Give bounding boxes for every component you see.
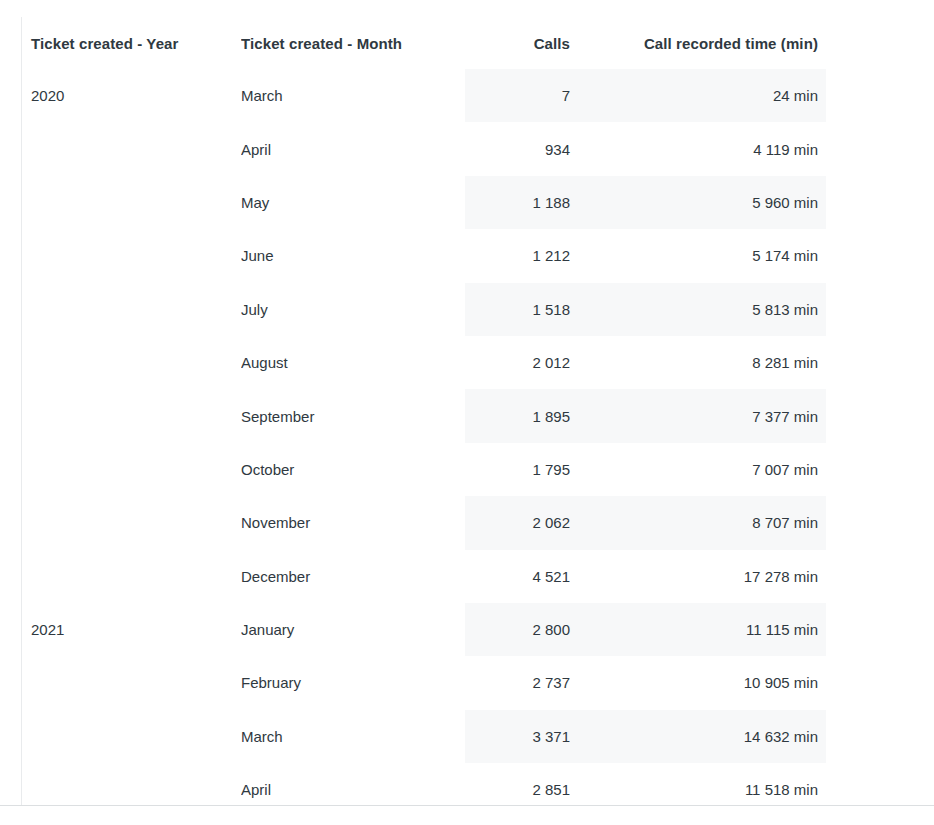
cell-recorded-time: 5 813 min [580, 283, 826, 336]
cell-year [22, 229, 241, 282]
panel-bottom-divider [0, 805, 934, 806]
cell-year [22, 710, 241, 763]
table-body: 2020March724 minApril9344 119 minMay1 18… [22, 69, 826, 805]
cell-calls: 1 212 [465, 229, 580, 282]
cell-recorded-time: 8 281 min [580, 336, 826, 389]
cell-calls: 1 895 [465, 389, 580, 442]
column-header-year: Ticket created - Year [22, 17, 241, 69]
cell-calls: 2 062 [465, 496, 580, 549]
table-row: 2020March724 min [22, 69, 826, 122]
table-row: December4 52117 278 min [22, 550, 826, 603]
table-row: August2 0128 281 min [22, 336, 826, 389]
cell-recorded-time: 24 min [580, 69, 826, 122]
cell-recorded-time: 4 119 min [580, 122, 826, 175]
cell-recorded-time: 5 174 min [580, 229, 826, 282]
cell-calls: 2 012 [465, 336, 580, 389]
cell-recorded-time: 14 632 min [580, 710, 826, 763]
cell-month: February [241, 656, 465, 709]
data-table[interactable]: Ticket created - Year Ticket created - M… [21, 17, 826, 805]
cell-year: 2020 [22, 69, 241, 122]
cell-month: January [241, 603, 465, 656]
cell-year [22, 176, 241, 229]
cell-recorded-time: 7 007 min [580, 443, 826, 496]
cell-calls: 1 188 [465, 176, 580, 229]
table-row: July1 5185 813 min [22, 283, 826, 336]
table-row: October1 7957 007 min [22, 443, 826, 496]
cell-calls: 934 [465, 122, 580, 175]
cell-recorded-time: 10 905 min [580, 656, 826, 709]
cell-calls: 3 371 [465, 710, 580, 763]
cell-month: July [241, 283, 465, 336]
cell-calls: 4 521 [465, 550, 580, 603]
table-row: April2 85111 518 min [22, 763, 826, 805]
column-header-call-recorded-time: Call recorded time (min) [580, 17, 826, 69]
cell-year [22, 763, 241, 805]
table-row: June1 2125 174 min [22, 229, 826, 282]
cell-recorded-time: 17 278 min [580, 550, 826, 603]
cell-year [22, 550, 241, 603]
cell-month: May [241, 176, 465, 229]
cell-recorded-time: 7 377 min [580, 389, 826, 442]
cell-month: March [241, 710, 465, 763]
cell-year [22, 389, 241, 442]
cell-year [22, 122, 241, 175]
cell-year [22, 496, 241, 549]
cell-year: 2021 [22, 603, 241, 656]
cell-recorded-time: 11 518 min [580, 763, 826, 805]
table-header-row: Ticket created - Year Ticket created - M… [22, 17, 826, 69]
cell-month: March [241, 69, 465, 122]
table-row: September1 8957 377 min [22, 389, 826, 442]
cell-month: August [241, 336, 465, 389]
cell-calls: 2 800 [465, 603, 580, 656]
cell-month: October [241, 443, 465, 496]
table-row: March3 37114 632 min [22, 710, 826, 763]
table-row: February2 73710 905 min [22, 656, 826, 709]
cell-month: September [241, 389, 465, 442]
cell-calls: 1 518 [465, 283, 580, 336]
cell-recorded-time: 5 960 min [580, 176, 826, 229]
cell-month: April [241, 763, 465, 805]
cell-year [22, 336, 241, 389]
cell-month: April [241, 122, 465, 175]
column-header-calls: Calls [465, 17, 580, 69]
cell-calls: 1 795 [465, 443, 580, 496]
cell-year [22, 443, 241, 496]
table-row: November2 0628 707 min [22, 496, 826, 549]
cell-recorded-time: 11 115 min [580, 603, 826, 656]
cell-calls: 2 851 [465, 763, 580, 805]
cell-year [22, 283, 241, 336]
table-row: 2021January2 80011 115 min [22, 603, 826, 656]
column-header-month: Ticket created - Month [241, 17, 465, 69]
cell-month: June [241, 229, 465, 282]
cell-recorded-time: 8 707 min [580, 496, 826, 549]
table-row: April9344 119 min [22, 122, 826, 175]
cell-month: November [241, 496, 465, 549]
cell-calls: 7 [465, 69, 580, 122]
table-row: May1 1885 960 min [22, 176, 826, 229]
cell-year [22, 656, 241, 709]
cell-calls: 2 737 [465, 656, 580, 709]
report-page: Ticket created - Year Ticket created - M… [0, 0, 934, 825]
cell-month: December [241, 550, 465, 603]
